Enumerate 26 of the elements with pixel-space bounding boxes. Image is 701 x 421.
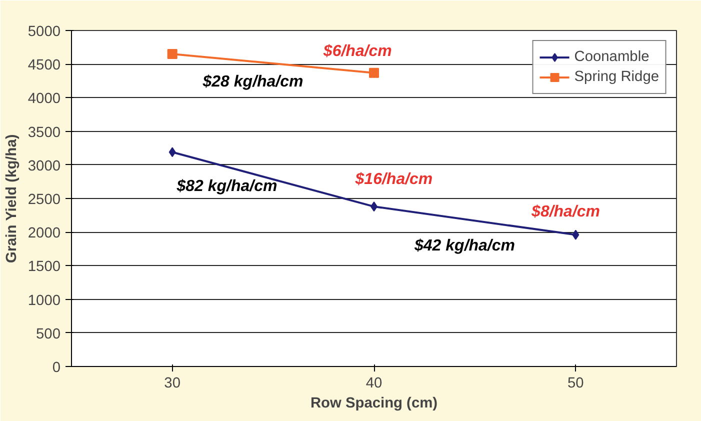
y-tick-label: 3500 — [28, 124, 61, 141]
x-axis-title: Row Spacing (cm) — [310, 396, 438, 412]
y-tick-label: 4000 — [28, 91, 61, 108]
y-tick-label: 1500 — [28, 259, 61, 276]
y-tick-label: 4500 — [28, 58, 61, 74]
point — [369, 68, 379, 78]
y-tick-label: 1000 — [28, 292, 61, 309]
y-tick-label: 2000 — [28, 226, 61, 242]
y-tick-label: 500 — [36, 326, 61, 342]
y-tick-label: 2500 — [28, 192, 61, 208]
annotation: $42 kg/ha/cm — [414, 238, 515, 255]
annotation: $8/ha/cm — [530, 203, 600, 220]
annotation: $16/ha/cm — [354, 171, 433, 188]
x-tick-label: 40 — [366, 376, 382, 392]
x-tick-label: 50 — [568, 376, 584, 392]
x-tick-label: 30 — [164, 376, 180, 392]
legend-label: Coonamble — [574, 49, 650, 65]
y-tick-label: 3000 — [28, 158, 61, 174]
y-axis-title: Grain Yield (kg/ha) — [4, 134, 20, 263]
annotation: $82 kg/ha/cm — [176, 178, 278, 195]
point — [167, 49, 178, 60]
legend-label: Spring Ridge — [574, 69, 659, 85]
annotation: $6/ha/cm — [322, 42, 392, 60]
y-tick-label: 0 — [52, 360, 61, 376]
y-tick-label: 5000 — [28, 24, 61, 40]
annotation: $28 kg/ha/cm — [202, 74, 304, 91]
